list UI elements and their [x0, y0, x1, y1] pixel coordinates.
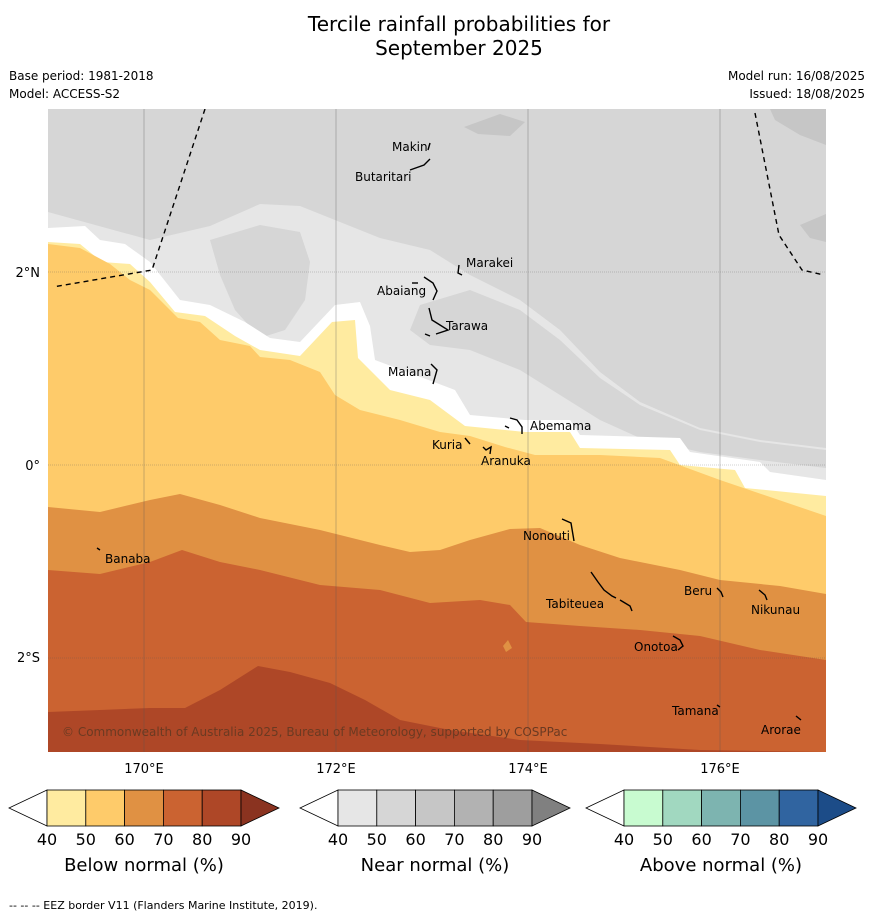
colorbar-tick-label: 40 — [614, 830, 634, 849]
colorbar-segment — [201, 789, 242, 827]
colorbar-tick-label: 50 — [76, 830, 96, 849]
near-normal-60-patch — [410, 290, 826, 468]
colorbar-label: Near normal (%) — [361, 855, 510, 876]
near-normal-70-patch — [464, 114, 525, 136]
island-label-tamana: Tamana — [671, 704, 719, 718]
colorbar-tick-label: 40 — [328, 830, 348, 849]
colorbar-tick-label: 90 — [231, 830, 251, 849]
island-label-aranuka: Aranuka — [481, 454, 531, 468]
eez-border — [52, 109, 825, 288]
lon-label-174e: 174°E — [508, 762, 548, 777]
lat-label-2n: 2°N — [16, 266, 41, 281]
longitude-labels: 170°E 172°E 174°E 176°E — [124, 762, 740, 777]
colorbar-segment — [162, 789, 203, 827]
eez-footnote: -- -- -- EEZ border V11 (Flanders Marine… — [9, 899, 318, 912]
colorbar-tick-label: 60 — [405, 830, 425, 849]
title-line-2: September 2025 — [375, 36, 543, 60]
island-label-kuria: Kuria — [432, 438, 463, 452]
below-normal-90-region — [48, 666, 826, 752]
model-name: Model: ACCESS-S2 — [9, 87, 121, 101]
colorbar-tick-label: 70 — [444, 830, 464, 849]
map-area: Makin Butaritari Marakei Abaiang Tarawa … — [48, 109, 826, 752]
colorbar-segment — [662, 789, 702, 827]
colorbars: 40 50 60 70 80 90 Below normal (%) 40 50 60 70 80 90… — [8, 789, 857, 876]
island-label-abaiang: Abaiang — [377, 284, 426, 298]
colorbar-tick-label: 70 — [153, 830, 173, 849]
colorbar-tick-label: 70 — [730, 830, 750, 849]
meta-right: Model run: 16/08/2025 Issued: 18/08/2025 — [728, 67, 865, 103]
near-normal-70-patch — [770, 109, 826, 145]
base-period: Base period: 1981-2018 — [9, 69, 154, 83]
colorbar-3: 40 50 60 70 80 90 Above normal (%) — [585, 789, 857, 876]
below-normal-70-patch — [503, 640, 512, 652]
colorbar-extend-low — [585, 789, 625, 827]
colorbar-segment — [740, 789, 780, 827]
colorbar-tick-label: 60 — [691, 830, 711, 849]
island-label-beru: Beru — [684, 584, 712, 598]
latitude-labels: 2°N 0° 2°S — [16, 266, 41, 666]
colorbar-extend-high — [531, 789, 571, 827]
near-normal-60-patch — [210, 225, 310, 338]
map-title: Tercile rainfall probabilities for Septe… — [0, 12, 873, 60]
island-label-tabiteuea: Tabiteuea — [545, 597, 604, 611]
copyright-notice: © Commonwealth of Australia 2025, Bureau… — [62, 725, 567, 739]
lon-label-176e: 176°E — [700, 762, 740, 777]
lon-label-170e: 170°E — [124, 762, 164, 777]
island-label-marakei: Marakei — [466, 256, 513, 270]
lat-label-2s: 2°S — [17, 651, 40, 666]
colorbar-segment — [376, 789, 416, 827]
colorbar-extend-low — [8, 789, 48, 827]
colorbar-tick-label: 60 — [114, 830, 134, 849]
colorbar-segment — [85, 789, 126, 827]
colorbar-2: 40 50 60 70 80 90 Near normal (%) — [299, 789, 571, 876]
model-run: Model run: 16/08/2025 — [727, 69, 865, 83]
island-label-onotoa: Onotoa — [634, 640, 678, 654]
colorbar-tick-label: 90 — [808, 830, 828, 849]
island-labels: Makin Butaritari Marakei Abaiang Tarawa … — [105, 140, 801, 737]
issued-date: Issued: 18/08/2025 — [749, 87, 865, 101]
colorbar-tick-label: 80 — [192, 830, 212, 849]
colorbar-tick-label: 40 — [37, 830, 57, 849]
island-label-butaritari: Butaritari — [355, 170, 412, 184]
colorbar-label: Above normal (%) — [640, 855, 802, 876]
colorbar-extend-high — [817, 789, 857, 827]
island-label-banaba: Banaba — [105, 552, 151, 566]
colorbar-segment — [453, 789, 494, 827]
colorbar-tick-label: 50 — [653, 830, 673, 849]
colorbar-segment — [623, 789, 664, 827]
colorbar-segment — [778, 789, 819, 827]
colorbar-segment — [492, 789, 533, 827]
colorbar-segment — [415, 789, 455, 827]
island-label-nonouti: Nonouti — [523, 529, 570, 543]
island-outlines — [96, 142, 802, 721]
island-label-abemama: Abemama — [530, 419, 591, 433]
colorbar-segment — [337, 789, 378, 827]
colorbar-tick-label: 80 — [483, 830, 503, 849]
colorbar-label: Below normal (%) — [64, 855, 224, 876]
colorbar-extend-low — [299, 789, 339, 827]
colorbar-tick-label: 90 — [522, 830, 542, 849]
colorbar-extend-high — [240, 789, 280, 827]
graticule — [48, 109, 826, 752]
island-label-arorae: Arorae — [761, 723, 801, 737]
lon-label-172e: 172°E — [316, 762, 356, 777]
island-label-nikunau: Nikunau — [751, 603, 800, 617]
island-label-tarawa: Tarawa — [445, 319, 488, 333]
lat-label-equator: 0° — [25, 459, 40, 474]
title-line-1: Tercile rainfall probabilities for — [307, 12, 611, 36]
colorbar-tick-label: 50 — [367, 830, 387, 849]
colorbar-segment — [46, 789, 87, 827]
colorbar-segment — [701, 789, 741, 827]
meta-left: Base period: 1981-2018 Model: ACCESS-S2 — [9, 67, 154, 103]
island-label-maiana: Maiana — [388, 365, 431, 379]
island-label-makin: Makin — [392, 140, 428, 154]
colorbar-1: 40 50 60 70 80 90 Below normal (%) — [8, 789, 280, 876]
colorbar-tick-label: 80 — [769, 830, 789, 849]
colorbar-segment — [124, 789, 164, 827]
near-normal-70-patch — [800, 214, 826, 242]
